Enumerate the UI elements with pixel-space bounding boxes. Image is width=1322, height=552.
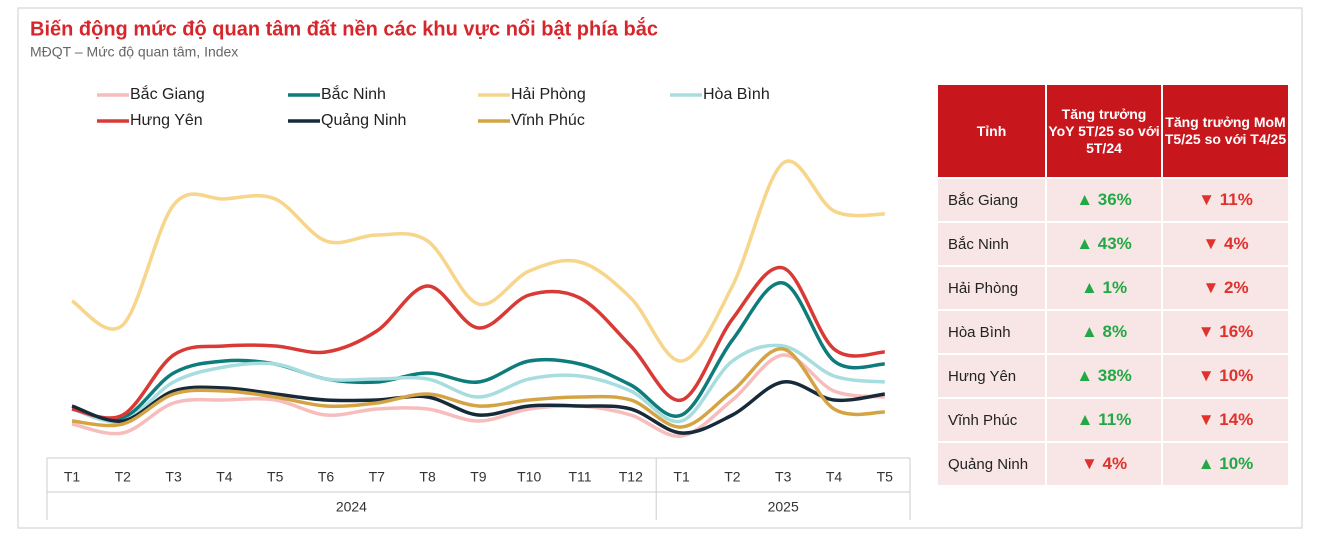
x-tick-label: T11 xyxy=(568,469,591,485)
x-tick-label: T3 xyxy=(165,469,182,485)
x-tick-label: T3 xyxy=(775,469,792,485)
table: Tỉnh Tăng trưởng YoY 5T/25 so với 5T/24 … xyxy=(936,83,1290,487)
legend-label: Hòa Bình xyxy=(703,86,770,103)
chart-title: Biến động mức độ quan tâm đất nền các kh… xyxy=(30,16,658,40)
growth-value: ▲ 10% xyxy=(1163,443,1288,485)
legend-label: Bắc Ninh xyxy=(321,84,386,103)
series-line xyxy=(71,281,885,422)
x-tick-label: T8 xyxy=(419,469,436,485)
growth-value: ▼ 11% xyxy=(1163,179,1288,221)
x-tick-label: T6 xyxy=(318,469,335,485)
x-tick-label: T2 xyxy=(115,469,132,485)
growth-value: ▲ 8% xyxy=(1047,311,1161,353)
legend-label: Bắc Giang xyxy=(130,84,205,103)
growth-value: ▼ 16% xyxy=(1163,311,1288,353)
growth-value: ▲ 1% xyxy=(1047,267,1161,309)
x-tick-label: T12 xyxy=(619,469,643,485)
table-row: Hòa Bình ▲ 8% ▼ 16% xyxy=(938,311,1288,353)
province: Bắc Ninh xyxy=(938,223,1045,265)
x-tick-label: T5 xyxy=(877,469,894,485)
growth-value: ▼ 14% xyxy=(1163,399,1288,441)
province: Bắc Giang xyxy=(938,179,1045,221)
x-tick-label: T5 xyxy=(267,469,284,485)
province: Vĩnh Phúc xyxy=(938,399,1045,441)
series-line xyxy=(71,343,886,424)
growth-value: ▲ 43% xyxy=(1047,223,1161,265)
x-tick-label: T2 xyxy=(724,469,741,485)
x-tick-label: T4 xyxy=(216,469,233,485)
series-line xyxy=(71,265,885,420)
growth-value: ▼ 4% xyxy=(1047,443,1161,485)
growth-value: ▲ 38% xyxy=(1047,355,1161,397)
x-tick-label: T1 xyxy=(64,469,81,485)
legend-label: Hải Phòng xyxy=(511,86,586,103)
series-line xyxy=(71,353,886,438)
table-header: Tăng trưởng YoY 5T/25 so với 5T/24 xyxy=(1047,85,1161,177)
series-line xyxy=(71,159,885,363)
group-label: 2024 xyxy=(336,499,367,515)
x-tick-label: T1 xyxy=(673,469,690,485)
group-label: 2025 xyxy=(768,499,799,515)
frame xyxy=(17,7,1303,529)
table-header: Tỉnh xyxy=(938,85,1045,177)
series-line xyxy=(71,347,885,429)
x-tick-label: T4 xyxy=(826,469,843,485)
province: Hải Phòng xyxy=(938,267,1045,309)
legend-label: Quảng Ninh xyxy=(321,112,406,129)
x-tick-label: T9 xyxy=(470,469,487,485)
growth-value: ▼ 10% xyxy=(1163,355,1288,397)
growth-value: ▼ 2% xyxy=(1163,267,1288,309)
province: Hưng Yên xyxy=(938,355,1045,397)
province: Hòa Bình xyxy=(938,311,1045,353)
growth-value: ▲ 11% xyxy=(1047,399,1161,441)
x-tick-label: T10 xyxy=(517,469,541,485)
growth-value: ▼ 4% xyxy=(1163,223,1288,265)
table-row: Vĩnh Phúc ▲ 11% ▼ 14% xyxy=(938,399,1288,441)
table-header: Tăng trưởng MoM T5/25 so với T4/25 xyxy=(1163,85,1288,177)
table-row: Hải Phòng ▲ 1% ▼ 2% xyxy=(938,267,1288,309)
legend-label: Hưng Yên xyxy=(130,112,203,129)
series-line xyxy=(71,380,886,435)
legend-label: Vĩnh Phúc xyxy=(511,112,585,129)
table-row: Quảng Ninh ▼ 4% ▲ 10% xyxy=(938,443,1288,485)
x-tick-label: T7 xyxy=(369,469,386,485)
table-row: Bắc Ninh ▲ 43% ▼ 4% xyxy=(938,223,1288,265)
table-row: Bắc Giang ▲ 36% ▼ 11% xyxy=(938,179,1288,221)
table-row: Hưng Yên ▲ 38% ▼ 10% xyxy=(938,355,1288,397)
chart-subtitle: MĐQT – Mức độ quan tâm, Index xyxy=(30,44,238,60)
growth-value: ▲ 36% xyxy=(1047,179,1161,221)
province: Quảng Ninh xyxy=(938,443,1045,485)
